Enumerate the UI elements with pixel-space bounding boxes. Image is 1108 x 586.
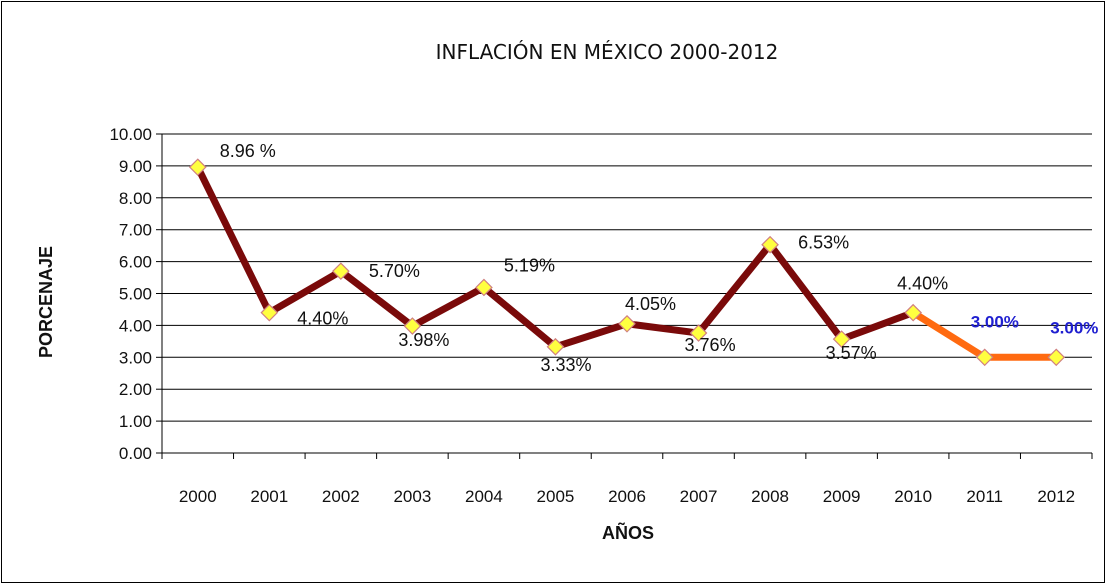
x-tick-label-8: 2008 bbox=[751, 487, 789, 506]
y-tick-label-7: 7.00 bbox=[119, 221, 152, 240]
data-point-2003 bbox=[403, 317, 422, 335]
data-label-2000: 8.96 % bbox=[220, 141, 276, 161]
x-tick-label-12: 2012 bbox=[1037, 487, 1075, 506]
data-point-2002 bbox=[331, 262, 350, 281]
y-axis-title: PORCENAJE bbox=[36, 246, 56, 358]
y-tick-label-10: 10.00 bbox=[109, 125, 152, 144]
y-axis-ticks: 0.00 1.00 2.00 3.00 4.00 5.00 6.00 7.00 8.00 9.00… bbox=[109, 125, 162, 463]
data-label-2001: 4.40% bbox=[297, 309, 348, 329]
data-label-2012: 3.00% bbox=[1050, 318, 1098, 337]
data-point-2000 bbox=[188, 158, 207, 177]
x-axis-title: AÑOS bbox=[602, 522, 654, 543]
data-point-2011 bbox=[975, 348, 994, 367]
data-point-2006 bbox=[618, 314, 636, 333]
data-label-2005: 3.33% bbox=[540, 355, 591, 375]
y-tick-label-4: 4.00 bbox=[119, 316, 152, 335]
x-tick-label-2: 2002 bbox=[322, 487, 360, 506]
data-label-2004: 5.19% bbox=[504, 255, 555, 275]
data-point-2004 bbox=[475, 278, 493, 297]
gridlines bbox=[161, 133, 1092, 454]
data-label-2008: 6.53% bbox=[798, 233, 849, 253]
y-tick-label-6: 6.00 bbox=[119, 253, 152, 272]
chart-title: INFLACIÓN EN MÉXICO 2000-2012 bbox=[436, 40, 779, 64]
data-point-2008 bbox=[761, 235, 779, 254]
data-point-2010 bbox=[904, 303, 923, 322]
data-label-2010: 4.40% bbox=[897, 274, 948, 294]
data-point-2012 bbox=[1047, 348, 1066, 367]
data-point-2001 bbox=[260, 303, 279, 322]
data-label-2011: 3.00% bbox=[971, 312, 1019, 331]
x-tick-label-0: 2000 bbox=[179, 487, 217, 506]
y-tick-label-8: 8.00 bbox=[119, 189, 152, 208]
data-label-2009: 3.57% bbox=[826, 343, 877, 363]
x-tick-label-6: 2006 bbox=[608, 487, 646, 506]
y-tick-label-1: 1.00 bbox=[119, 412, 152, 431]
data-label-2006: 4.05% bbox=[625, 294, 676, 314]
x-tick-label-9: 2009 bbox=[823, 487, 861, 506]
y-tick-label-0: 0.00 bbox=[119, 444, 152, 463]
x-tick-label-4: 2004 bbox=[465, 487, 503, 506]
x-tick-label-11: 2011 bbox=[966, 487, 1003, 506]
y-tick-label-2: 2.00 bbox=[119, 380, 152, 399]
data-point-2007 bbox=[689, 324, 708, 342]
y-tick-label-9: 9.00 bbox=[119, 157, 152, 176]
data-label-2003: 3.98% bbox=[398, 330, 449, 350]
x-tick-label-3: 2003 bbox=[393, 487, 431, 506]
data-markers bbox=[188, 158, 1066, 367]
x-tick-label-10: 2010 bbox=[894, 487, 932, 506]
x-tick-label-7: 2007 bbox=[680, 487, 718, 506]
data-label-2002: 5.70% bbox=[369, 261, 420, 281]
data-label-2007: 3.76% bbox=[685, 335, 736, 355]
data-point-2005 bbox=[546, 337, 565, 356]
y-tick-label-5: 5.00 bbox=[119, 285, 152, 304]
data-point-2009 bbox=[832, 330, 851, 348]
x-axis-ticks: 2000 2001 2002 2003 2004 2005 2006 2007 2008 2009… bbox=[161, 453, 1093, 506]
data-labels: 8.96 % 4.40% 5.70% 3.98% 5.19% 3.33% 4.05% 3.76… bbox=[220, 141, 1099, 375]
x-tick-label-1: 2001 bbox=[250, 487, 288, 506]
x-tick-label-5: 2005 bbox=[537, 487, 575, 506]
y-tick-label-3: 3.00 bbox=[119, 348, 152, 367]
